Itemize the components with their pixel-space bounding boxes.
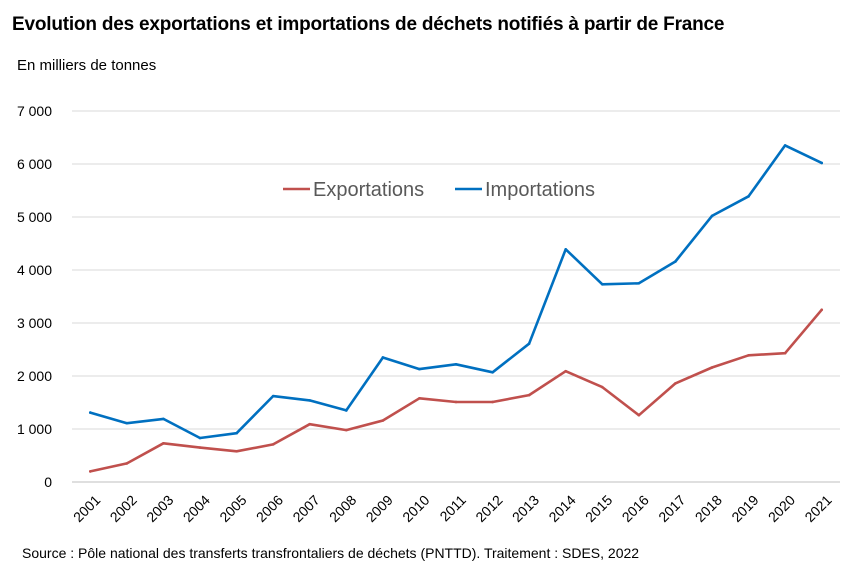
data-point: [271, 394, 275, 398]
x-tick-label: 2016: [619, 492, 652, 525]
data-point: [454, 363, 458, 366]
x-tick-label: 2002: [107, 492, 140, 525]
data-point: [418, 396, 421, 400]
data-point: [271, 443, 275, 446]
x-axis-ticks: 2001 2002 2003 2004 2005 2006 2007 2008 2009 2010…: [70, 492, 835, 525]
data-point: [564, 369, 568, 373]
data-point: [747, 354, 750, 357]
x-tick-label: 2007: [289, 492, 322, 525]
gridlines: [72, 110, 840, 483]
data-point: [527, 393, 531, 397]
data-point: [747, 195, 750, 198]
data-point: [308, 422, 312, 426]
y-tick-label: 0: [44, 474, 52, 490]
data-point: [198, 446, 202, 449]
x-tick-label: 2019: [728, 492, 761, 525]
y-axis-unit-label: En milliers de tonnes: [17, 57, 157, 74]
legend: Exportations Importations: [283, 179, 595, 201]
x-tick-label: 2011: [436, 492, 469, 525]
data-point: [125, 462, 129, 465]
y-tick-label: 2 000: [17, 368, 52, 384]
y-axis-ticks: 0 1 000 2 000 3 000 4 000 5 000 6 000 7 000: [17, 103, 52, 490]
data-point: [674, 260, 677, 263]
data-point: [162, 417, 165, 421]
data-point: [235, 449, 238, 453]
data-point: [710, 214, 714, 218]
x-tick-label: 2006: [253, 492, 286, 525]
data-point: [600, 385, 604, 389]
x-tick-label: 2017: [655, 492, 688, 525]
x-tick-label: 2012: [472, 492, 505, 525]
x-tick-label: 2001: [70, 492, 103, 525]
data-point: [783, 351, 787, 355]
x-tick-label: 2008: [326, 492, 359, 525]
data-point: [344, 428, 348, 432]
data-point: [418, 367, 421, 371]
data-point: [125, 421, 129, 425]
data-point: [381, 419, 385, 422]
data-point: [674, 382, 677, 385]
data-point: [527, 342, 531, 345]
data-point: [491, 370, 494, 374]
x-tick-label: 2009: [363, 492, 396, 525]
data-point: [491, 400, 494, 404]
chart-title: Evolution des exportations et importatio…: [12, 14, 725, 35]
data-point: [88, 470, 92, 473]
data-point: [198, 436, 202, 440]
y-tick-label: 4 000: [17, 262, 52, 278]
x-tick-label: 2015: [582, 492, 615, 525]
legend-label-importations: Importations: [485, 179, 595, 201]
y-tick-label: 5 000: [17, 209, 52, 225]
y-tick-label: 3 000: [17, 315, 52, 331]
legend-label-exportations: Exportations: [313, 179, 424, 201]
data-point: [564, 248, 568, 251]
x-tick-label: 2004: [180, 492, 213, 525]
x-tick-label: 2020: [765, 492, 798, 525]
data-point: [344, 409, 348, 412]
x-tick-label: 2014: [545, 492, 578, 525]
data-point: [820, 308, 824, 312]
data-point: [600, 283, 604, 286]
data-point: [162, 442, 165, 445]
x-tick-label: 2003: [143, 492, 176, 525]
data-point: [637, 413, 641, 417]
data-point: [235, 431, 238, 435]
data-point: [308, 399, 312, 402]
data-point: [381, 356, 385, 359]
data-point: [820, 161, 824, 165]
x-tick-label: 2005: [216, 492, 249, 525]
y-tick-label: 6 000: [17, 156, 52, 172]
data-point: [710, 366, 714, 369]
y-tick-label: 7 000: [17, 103, 52, 119]
data-point: [637, 281, 641, 285]
data-point: [454, 400, 458, 404]
x-tick-label: 2013: [509, 492, 542, 525]
x-tick-label: 2021: [801, 492, 834, 525]
x-tick-label: 2010: [399, 492, 432, 525]
series-lines: [88, 144, 824, 473]
x-tick-label: 2018: [692, 492, 725, 525]
data-point: [88, 411, 92, 414]
y-tick-label: 1 000: [17, 421, 52, 437]
data-point: [783, 144, 787, 147]
source-note: Source : Pôle national des transferts tr…: [22, 545, 640, 561]
